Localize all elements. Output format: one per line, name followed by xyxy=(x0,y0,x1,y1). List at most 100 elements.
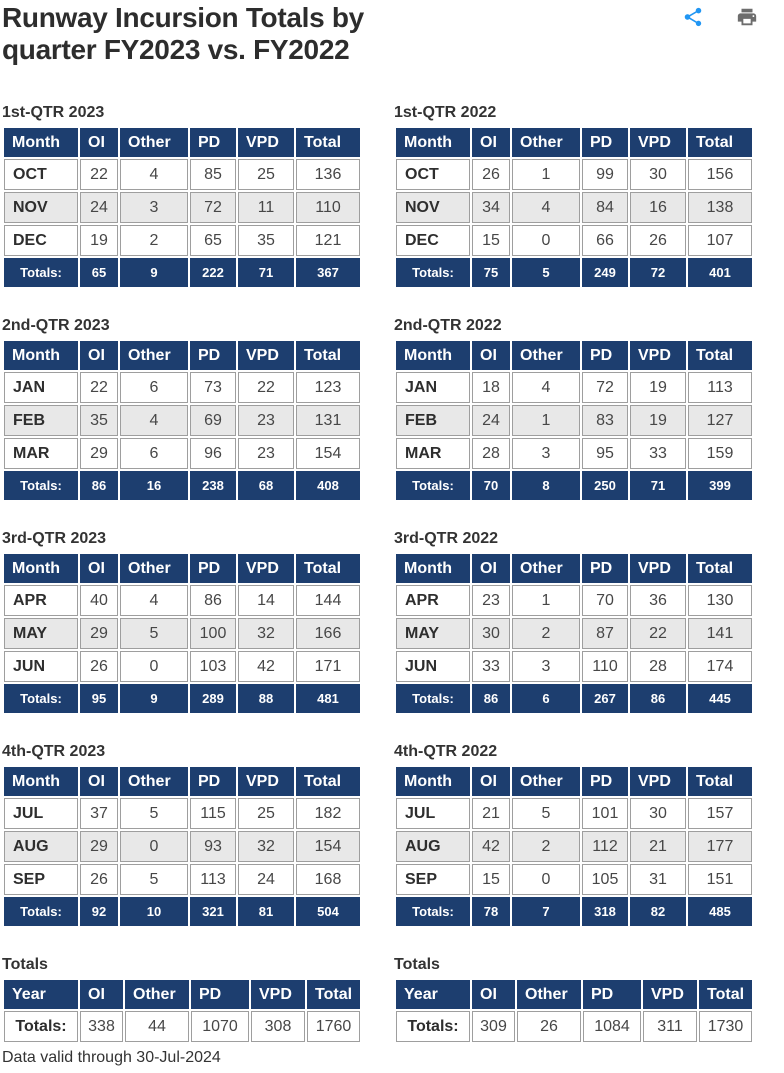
data-table: Month OI Other PD VPD Total JUL 37 5 115 25 182 AUG 2… xyxy=(2,765,362,928)
share-button[interactable] xyxy=(682,6,704,28)
table-row: AUG 29 0 93 32 154 xyxy=(4,831,360,862)
totals-value-cell: 86 xyxy=(80,471,118,500)
table-row: FEB 35 4 69 23 131 xyxy=(4,405,360,436)
value-cell: 100 xyxy=(190,618,236,649)
value-cell: 0 xyxy=(120,831,188,862)
totals-value-cell: 8 xyxy=(512,471,580,500)
column-header: VPD xyxy=(643,980,697,1009)
table-header-row: Month OI Other PD VPD Total xyxy=(4,554,360,583)
value-cell: 35 xyxy=(80,405,118,436)
value-cell: 30 xyxy=(630,159,686,190)
value-cell: 311 xyxy=(643,1011,697,1042)
value-cell: 130 xyxy=(688,585,752,616)
table-row: MAR 28 3 95 33 159 xyxy=(396,438,752,469)
value-cell: 36 xyxy=(630,585,686,616)
value-cell: 1070 xyxy=(191,1011,249,1042)
column-header: PD xyxy=(190,554,236,583)
value-cell: 103 xyxy=(190,651,236,682)
value-cell: 121 xyxy=(296,225,360,256)
value-cell: 24 xyxy=(472,405,510,436)
table-row: AUG 42 2 112 21 177 xyxy=(396,831,752,862)
totals-label-cell: Totals: xyxy=(396,471,470,500)
value-cell: 1 xyxy=(512,159,580,190)
table-row: OCT 22 4 85 25 136 xyxy=(4,159,360,190)
totals-value-cell: 9 xyxy=(120,684,188,713)
totals-value-cell: 401 xyxy=(688,258,752,287)
table-row: NOV 24 3 72 11 110 xyxy=(4,192,360,223)
value-cell: 171 xyxy=(296,651,360,682)
value-cell: 0 xyxy=(120,651,188,682)
table-row: APR 40 4 86 14 144 xyxy=(4,585,360,616)
row-label-cell: JUN xyxy=(4,651,78,682)
value-cell: 23 xyxy=(238,405,294,436)
value-cell: 35 xyxy=(238,225,294,256)
totals-value-cell: 504 xyxy=(296,897,360,926)
table-header-row: Month OI Other PD VPD Total xyxy=(396,341,752,370)
value-cell: 166 xyxy=(296,618,360,649)
row-label-cell: SEP xyxy=(396,864,470,895)
totals-label-cell: Totals: xyxy=(396,897,470,926)
row-label-cell: JUL xyxy=(4,798,78,829)
totals-value-cell: 92 xyxy=(80,897,118,926)
totals-value-cell: 75 xyxy=(472,258,510,287)
table-section-4: 2nd-QTR 2022 Month OI Other PD VPD Total JAN 18 4… xyxy=(394,317,756,502)
page-title: Runway Incursion Totals by quarter FY202… xyxy=(2,2,364,65)
section-heading: 4th-QTR 2022 xyxy=(394,743,498,760)
table-header-row: Month OI Other PD VPD Total xyxy=(396,554,752,583)
column-header: Month xyxy=(396,767,470,796)
value-cell: 174 xyxy=(688,651,752,682)
row-label-cell: JAN xyxy=(396,372,470,403)
row-label-cell: APR xyxy=(4,585,78,616)
column-header: PD xyxy=(190,341,236,370)
totals-value-cell: 9 xyxy=(120,258,188,287)
column-header: OI xyxy=(472,341,510,370)
totals-label-cell: Totals: xyxy=(4,897,78,926)
column-header: Total xyxy=(296,554,360,583)
table-row: APR 23 1 70 36 130 xyxy=(396,585,752,616)
value-cell: 144 xyxy=(296,585,360,616)
column-header: PD xyxy=(582,554,628,583)
print-button[interactable] xyxy=(736,6,758,28)
totals-value-cell: 16 xyxy=(120,471,188,500)
column-header: Month xyxy=(4,341,78,370)
section-heading: 2nd-QTR 2023 xyxy=(2,317,110,334)
totals-row: Totals: 86 16 238 68 408 xyxy=(4,471,360,500)
column-header: PD xyxy=(190,767,236,796)
totals-value-cell: 68 xyxy=(238,471,294,500)
row-label-cell: AUG xyxy=(396,831,470,862)
print-icon xyxy=(737,8,757,26)
value-cell: 66 xyxy=(582,225,628,256)
value-cell: 1 xyxy=(512,405,580,436)
value-cell: 4 xyxy=(512,192,580,223)
column-header: Other xyxy=(512,341,580,370)
table-row: SEP 26 5 113 24 168 xyxy=(4,864,360,895)
column-header: Total xyxy=(296,767,360,796)
data-table: Month OI Other PD VPD Total APR 40 4 86 14 144 MAY 29… xyxy=(2,552,362,715)
column-header: PD xyxy=(191,980,249,1009)
value-cell: 95 xyxy=(582,438,628,469)
section-heading: 3rd-QTR 2022 xyxy=(394,530,499,547)
totals-value-cell: 10 xyxy=(120,897,188,926)
totals-value-cell: 81 xyxy=(238,897,294,926)
column-header: Total xyxy=(688,554,752,583)
column-header: PD xyxy=(582,341,628,370)
row-label-cell: SEP xyxy=(4,864,78,895)
column-header: Other xyxy=(120,128,188,157)
column-header: Month xyxy=(396,554,470,583)
value-cell: 154 xyxy=(296,438,360,469)
table-row: JUN 26 0 103 42 171 xyxy=(4,651,360,682)
column-header: Other xyxy=(512,767,580,796)
column-header: Total xyxy=(699,980,753,1009)
value-cell: 110 xyxy=(296,192,360,223)
value-cell: 22 xyxy=(630,618,686,649)
value-cell: 1 xyxy=(512,585,580,616)
value-cell: 113 xyxy=(190,864,236,895)
section-heading: 4th-QTR 2023 xyxy=(2,743,106,760)
table-row: MAR 29 6 96 23 154 xyxy=(4,438,360,469)
table-row: DEC 19 2 65 35 121 xyxy=(4,225,360,256)
column-header: VPD xyxy=(630,341,686,370)
totals-value-cell: 318 xyxy=(582,897,628,926)
table-row: NOV 34 4 84 16 138 xyxy=(396,192,752,223)
column-header: Other xyxy=(120,554,188,583)
